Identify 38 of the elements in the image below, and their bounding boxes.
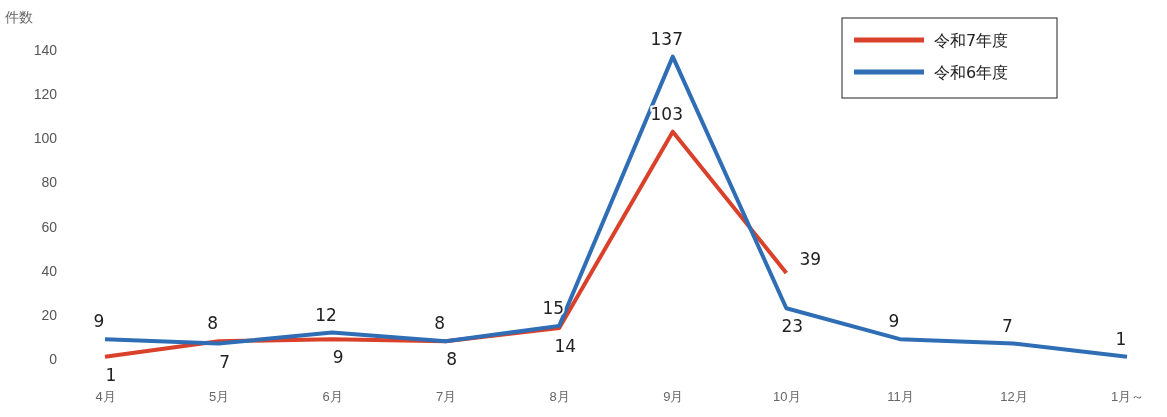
data-label: 1	[1115, 328, 1127, 349]
y-tick-label: 20	[41, 306, 58, 323]
data-label: 7	[219, 351, 230, 372]
data-label: 8	[207, 313, 218, 334]
data-label: 23	[781, 316, 804, 337]
data-label: 1	[105, 364, 117, 385]
data-label: 137	[650, 28, 683, 49]
y-tick-label: 120	[33, 86, 58, 103]
x-tick-label: 9月	[663, 389, 684, 404]
data-label: 103	[650, 103, 683, 124]
y-tick-label: 0	[49, 350, 58, 367]
x-tick-label: 4月	[95, 389, 116, 404]
x-tick-label: 6月	[322, 389, 343, 404]
data-label: 15	[542, 297, 565, 318]
x-tick-label: 5月	[208, 389, 230, 404]
data-label: 8	[434, 313, 446, 334]
data-label: 14	[554, 336, 577, 357]
x-tick-label: 8月	[549, 389, 570, 404]
data-label: 9	[888, 311, 900, 332]
y-tick-label: 60	[41, 218, 58, 235]
y-tick-label: 140	[33, 41, 58, 58]
legend-label: 令和7年度	[934, 31, 1009, 50]
x-tick-label: 10月	[773, 389, 801, 404]
data-label: 9	[332, 347, 344, 368]
x-tick-label: 7月	[436, 389, 457, 404]
data-label: 12	[315, 304, 337, 325]
y-axis-title: 件数	[5, 9, 33, 25]
y-tick-label: 80	[41, 174, 58, 191]
x-tick-label: 11月	[887, 389, 914, 404]
data-label: 9	[93, 311, 105, 332]
y-tick-label: 40	[41, 262, 58, 279]
data-label: 7	[1002, 315, 1013, 336]
data-label: 8	[446, 349, 458, 370]
y-tick-label: 100	[33, 130, 58, 147]
x-tick-label: 1月～	[1110, 389, 1145, 404]
legend-label: 令和6年度	[934, 63, 1009, 82]
data-label: 39	[799, 248, 822, 269]
x-tick-label: 12月	[1000, 389, 1028, 404]
